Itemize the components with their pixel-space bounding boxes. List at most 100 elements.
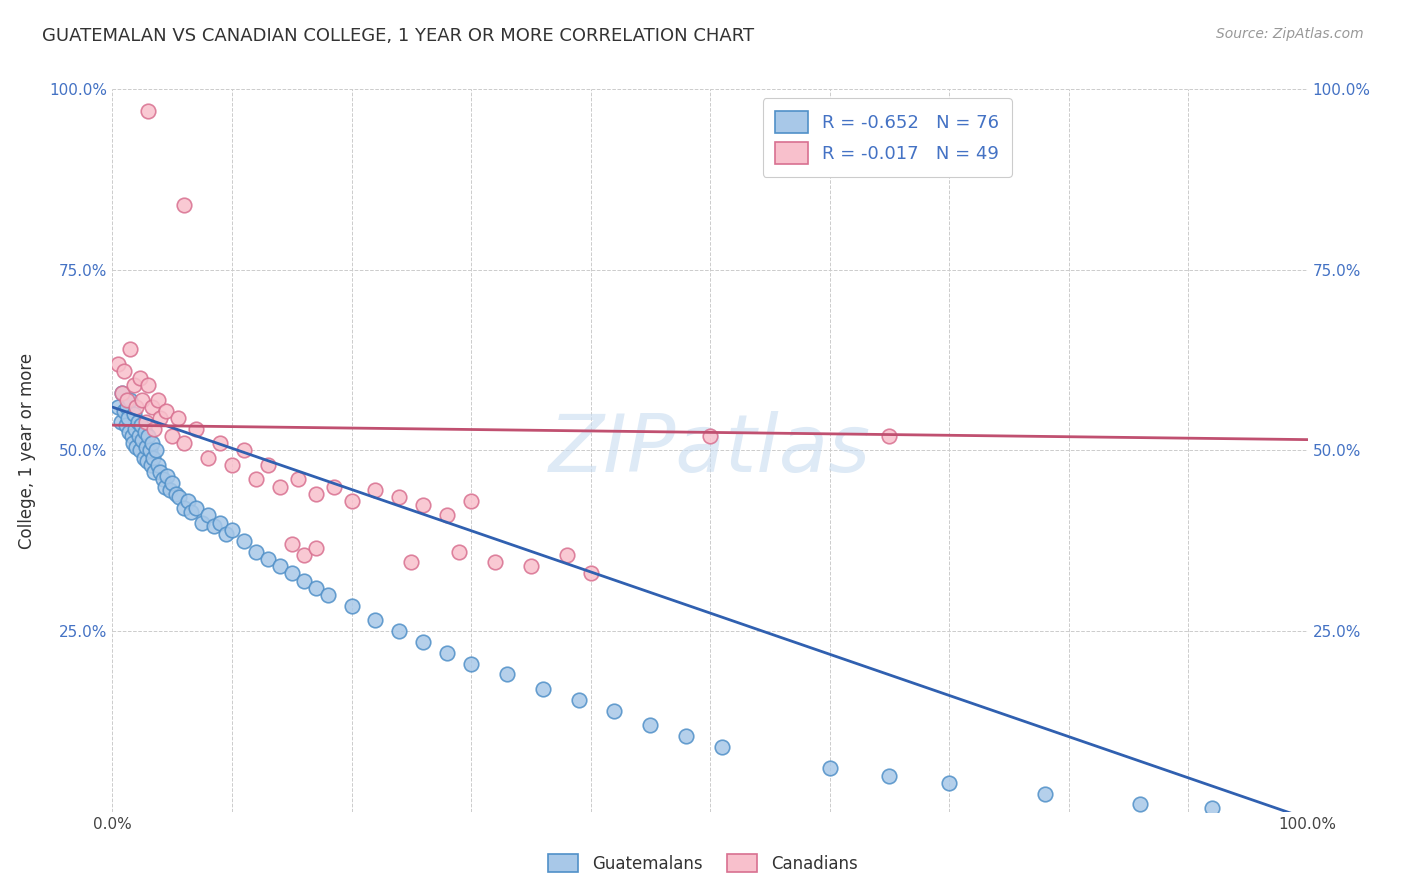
Point: [149, 411, 172, 425]
Point: [281, 537, 304, 551]
Point: [496, 667, 519, 681]
Point: [221, 458, 243, 472]
Point: [305, 581, 328, 595]
Point: [281, 566, 304, 581]
Point: [131, 392, 153, 407]
Point: [115, 400, 138, 414]
Point: [221, 523, 243, 537]
Point: [138, 443, 160, 458]
Point: [460, 494, 482, 508]
Point: [388, 624, 411, 639]
Point: [209, 516, 232, 530]
Point: [233, 533, 256, 548]
Point: [568, 692, 591, 706]
Point: [145, 443, 167, 458]
Point: [292, 548, 315, 562]
Point: [173, 198, 195, 212]
Point: [125, 440, 148, 454]
Point: [107, 400, 129, 414]
Point: [675, 729, 697, 743]
Point: [134, 425, 156, 440]
Point: [233, 443, 256, 458]
Point: [555, 548, 578, 562]
Point: [155, 403, 177, 417]
Point: [135, 415, 157, 429]
Point: [143, 465, 166, 479]
Point: [186, 422, 208, 436]
Point: [129, 371, 152, 385]
Point: [460, 657, 482, 671]
Point: [167, 411, 190, 425]
Point: [269, 480, 291, 494]
Point: [125, 400, 148, 414]
Point: [122, 378, 145, 392]
Point: [138, 103, 160, 118]
Point: [149, 465, 172, 479]
Point: [531, 681, 554, 696]
Point: [129, 418, 152, 433]
Point: [340, 599, 363, 613]
Point: [340, 494, 363, 508]
Point: [107, 357, 129, 371]
Point: [245, 472, 267, 486]
Point: [1201, 801, 1223, 815]
Point: [447, 544, 470, 558]
Point: [191, 516, 214, 530]
Point: [215, 526, 238, 541]
Point: [316, 588, 339, 602]
Point: [305, 487, 328, 501]
Point: [177, 494, 200, 508]
Point: [118, 425, 141, 440]
Point: [520, 559, 543, 574]
Point: [114, 403, 135, 417]
Point: [121, 429, 143, 443]
Point: [127, 415, 149, 429]
Text: GUATEMALAN VS CANADIAN COLLEGE, 1 YEAR OR MORE CORRELATION CHART: GUATEMALAN VS CANADIAN COLLEGE, 1 YEAR O…: [42, 27, 754, 45]
Point: [153, 480, 176, 494]
Point: [879, 769, 901, 783]
Point: [197, 450, 219, 465]
Point: [141, 400, 163, 414]
Point: [603, 704, 626, 718]
Point: [640, 718, 662, 732]
Point: [1033, 787, 1056, 801]
Point: [131, 433, 153, 447]
Point: [129, 443, 152, 458]
Point: [114, 418, 136, 433]
Text: Source: ZipAtlas.com: Source: ZipAtlas.com: [1216, 27, 1364, 41]
Point: [139, 458, 162, 472]
Point: [257, 551, 280, 566]
Point: [202, 519, 225, 533]
Point: [138, 378, 160, 392]
Point: [136, 454, 159, 468]
Point: [156, 468, 179, 483]
Point: [143, 422, 166, 436]
Point: [111, 385, 134, 400]
Point: [292, 574, 315, 588]
Point: [165, 487, 187, 501]
Point: [128, 429, 150, 443]
Point: [305, 541, 328, 555]
Point: [257, 458, 280, 472]
Point: [209, 436, 232, 450]
Point: [152, 472, 174, 486]
Point: [699, 429, 721, 443]
Point: [401, 556, 423, 570]
Point: [818, 761, 841, 775]
Point: [117, 411, 139, 425]
Point: [711, 739, 734, 754]
Point: [114, 364, 135, 378]
Point: [269, 559, 291, 574]
Point: [180, 505, 202, 519]
Point: [287, 472, 309, 486]
Point: [388, 491, 411, 505]
Point: [141, 436, 163, 450]
Point: [115, 392, 138, 407]
Point: [146, 458, 169, 472]
Point: [122, 407, 145, 421]
Point: [938, 776, 960, 790]
Point: [436, 646, 458, 660]
Point: [197, 508, 219, 523]
Point: [364, 613, 387, 627]
Point: [186, 501, 208, 516]
